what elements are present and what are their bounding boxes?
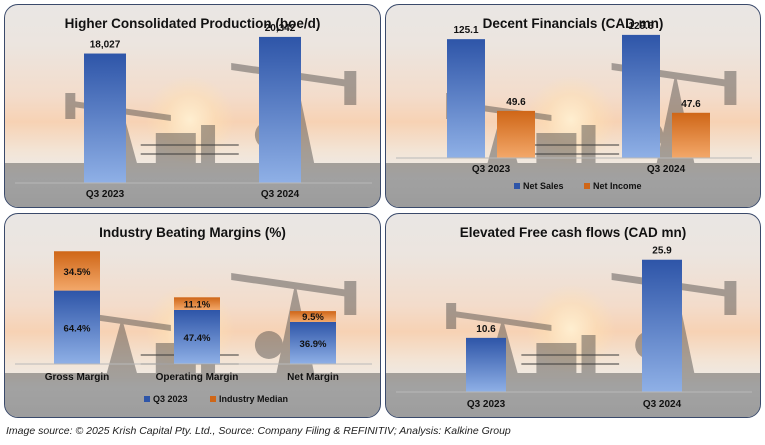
data-label: 9.5% xyxy=(302,312,324,323)
bar-net-income xyxy=(672,112,710,158)
x-tick-label: Gross Margin xyxy=(45,372,109,383)
margins-stacked-bar-chart: 64.4% 34.5% Gross Margin 47.4% 11.1% Operatin… xyxy=(15,251,372,404)
sun-glow xyxy=(145,75,235,165)
free-cash-flow-bar-chart: 10.6 Q3 2023 25.9 Q3 2024 xyxy=(396,246,752,410)
ground-silhouette xyxy=(386,373,760,417)
x-tick-label: Q3 2024 xyxy=(643,399,682,410)
bar-net-sales xyxy=(622,34,660,158)
margins-chart-panel: Industry Beating Margins (%) 64.4% 34.5% G… xyxy=(4,213,381,418)
bar-q3-2023 xyxy=(84,53,126,184)
bar-q3-2024 xyxy=(642,259,682,392)
legend-label: Q3 2023 xyxy=(153,394,188,404)
bar-q3-2023 xyxy=(466,337,506,392)
legend-swatch xyxy=(584,183,590,189)
storage-tank xyxy=(536,343,577,373)
data-label: 18,027 xyxy=(90,40,121,51)
storage-tank xyxy=(155,133,196,163)
pump-jack-beam xyxy=(231,273,356,298)
financials-bar-chart: 125.1 49.6 Q3 2023 129.6 47.6 Q3 2024 Net Sale… xyxy=(396,21,752,191)
data-label: 64.4% xyxy=(64,323,91,334)
image-source-footer: Image source: © 2025 Krish Capital Pty. … xyxy=(6,425,511,437)
data-label: 47.4% xyxy=(184,333,211,344)
pump-jack-wheel xyxy=(254,331,283,359)
legend-swatch xyxy=(514,183,520,189)
pump-jack-head xyxy=(446,303,457,329)
bar-net-sales xyxy=(447,39,485,158)
pump-jack-head xyxy=(344,281,357,315)
bar-segment-industry-median xyxy=(174,297,220,310)
legend-label: Industry Median xyxy=(219,394,288,404)
legend-swatch xyxy=(210,396,216,402)
x-tick-label: Q3 2023 xyxy=(467,399,506,410)
ground-silhouette xyxy=(5,373,380,417)
bar-segment-q3-2023 xyxy=(174,309,220,364)
x-tick-label: Q3 2024 xyxy=(647,164,686,175)
bar-segment-industry-median xyxy=(290,311,336,322)
bar-segment-industry-median xyxy=(54,251,100,291)
x-tick-label: Q3 2023 xyxy=(472,164,511,175)
x-tick-label: Net Margin xyxy=(287,372,339,383)
pump-jack-head xyxy=(65,93,76,119)
data-label: 49.6 xyxy=(506,97,526,108)
legend-label: Net Sales xyxy=(523,181,564,191)
ground-silhouette xyxy=(386,163,760,207)
sun-glow xyxy=(526,284,616,374)
oil-field-silhouette xyxy=(5,273,380,417)
pump-jack-head xyxy=(724,71,737,105)
x-tick-label: Q3 2024 xyxy=(261,189,300,200)
chart-title: Higher Consolidated Production (boe/d) xyxy=(64,16,321,31)
data-label: 125.1 xyxy=(453,25,478,36)
ground-silhouette xyxy=(5,163,380,207)
bar-segment-q3-2023 xyxy=(54,290,100,364)
production-chart-panel: Higher Consolidated Production (boe/d) 1… xyxy=(4,4,381,208)
data-label: 11.1% xyxy=(184,300,211,311)
legend-label: Net Income xyxy=(593,181,642,191)
legend-swatch xyxy=(144,396,150,402)
x-tick-label: Operating Margin xyxy=(156,372,239,383)
data-label: 36.9% xyxy=(300,339,327,350)
pump-jack-head xyxy=(724,281,737,315)
data-label: 34.5% xyxy=(64,267,91,278)
data-label: 10.6 xyxy=(476,324,496,335)
pump-jack-frame xyxy=(106,318,137,373)
chart-title: Industry Beating Margins (%) xyxy=(99,225,286,240)
bar-segment-q3-2023 xyxy=(290,321,336,364)
bar-q3-2024 xyxy=(259,36,301,183)
production-bar-chart: 18,027 Q3 2023 20,342 Q3 2024 xyxy=(15,23,372,200)
bar-net-income xyxy=(497,110,535,158)
data-label: 47.6 xyxy=(681,99,701,110)
data-label: 25.9 xyxy=(652,246,672,257)
data-label: 20,342 xyxy=(265,23,296,34)
data-label: 129.6 xyxy=(628,21,653,32)
chart-title: Decent Financials (CAD mn) xyxy=(482,16,664,31)
x-tick-label: Q3 2023 xyxy=(86,189,125,200)
chart-title: Elevated Free cash flows (CAD mn) xyxy=(459,225,687,240)
pump-jack-beam xyxy=(453,311,552,331)
financials-chart-panel: Decent Financials (CAD mn) 125.1 49.6 Q3 2… xyxy=(385,4,761,208)
free-cash-flow-chart-panel: Elevated Free cash flows (CAD mn) 10.6 Q3… xyxy=(385,213,761,418)
sun-glow xyxy=(526,75,616,165)
pump-jack-head xyxy=(344,71,357,105)
